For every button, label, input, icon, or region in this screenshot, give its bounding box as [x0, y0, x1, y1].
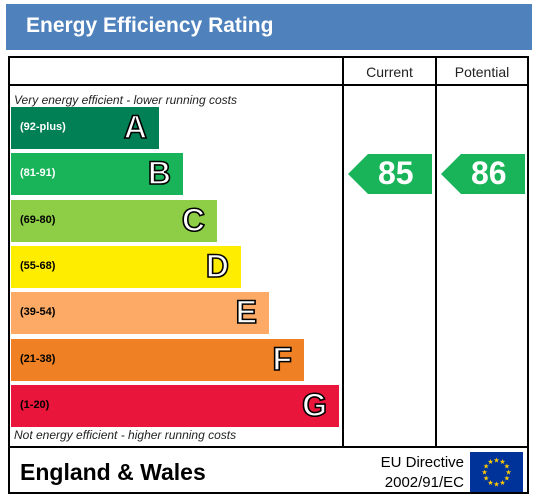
arrow-shape	[348, 154, 432, 195]
arrow-value: 86	[471, 155, 507, 192]
eu-star-icon: ★	[493, 481, 499, 489]
band-letter: D	[205, 247, 230, 285]
arrow-current: 85	[348, 154, 432, 195]
eu-flag-background	[470, 452, 523, 492]
band-a: (92-plus) A	[11, 107, 159, 149]
arrow-shape	[441, 154, 525, 195]
band-letter: F	[272, 340, 293, 378]
column-header-potential: Potential	[454, 64, 510, 80]
eu-star-icon: ★	[483, 463, 489, 471]
arrow-polygon	[441, 154, 525, 195]
eu-star-icon: ★	[487, 479, 493, 487]
eu-flag-icon: ★ ★★★★★★★★★★★	[470, 452, 523, 492]
eu-star-icon: ★	[504, 463, 510, 471]
eu-star-icon: ★	[481, 469, 487, 477]
eu-star-icon: ★	[493, 457, 499, 465]
page-title: Energy Efficiency Rating	[26, 14, 274, 37]
note-inefficient: Not energy efficient - higher running co…	[14, 428, 237, 442]
footer-country: England & Wales	[20, 459, 206, 485]
band-range-label: (39-54)	[20, 306, 56, 319]
column-divider-current	[342, 56, 344, 448]
rating-frame	[8, 56, 529, 494]
band-range-label: (92-plus)	[20, 121, 66, 133]
band-f: (21-38) F	[11, 338, 304, 381]
band-range-label: (69-80)	[20, 213, 56, 226]
header-bar: Energy Efficiency Rating	[6, 4, 532, 50]
band-e: (39-54) E	[11, 292, 269, 335]
band-range-label: (1-20)	[20, 398, 50, 411]
eu-star-icon: ★	[499, 458, 505, 466]
eu-star-icon: ★	[487, 458, 493, 466]
band-d: (55-68) D	[11, 245, 241, 288]
eu-star-icon: ★	[499, 479, 505, 487]
footer-directive: EU Directive 2002/91/EC	[368, 453, 464, 493]
band-letter: A	[123, 108, 148, 146]
directive-line-2: 2002/91/EC	[384, 474, 464, 491]
band-letter: E	[235, 293, 258, 331]
band-g: (1-20) G	[11, 384, 339, 427]
header-row-divider	[8, 84, 529, 86]
band-range-label: (21-38)	[20, 352, 56, 365]
note-efficient: Very energy efficient - lower running co…	[14, 93, 237, 107]
column-header-current: Current	[366, 64, 413, 80]
arrow-value: 85	[378, 155, 414, 192]
band-c: (69-80) C	[11, 199, 217, 242]
band-range-label: (81-91)	[20, 167, 56, 180]
arrow-polygon	[348, 154, 432, 195]
band-letter: C	[181, 201, 206, 239]
eu-star-icon: ★	[483, 475, 489, 483]
eu-star-icon: ★	[504, 475, 510, 483]
arrow-potential: 86	[441, 154, 525, 195]
band-range-label: (55-68)	[20, 259, 56, 272]
directive-line-1: EU Directive	[380, 454, 464, 471]
band-letter: G	[301, 386, 327, 424]
eu-star-icon: ★	[505, 469, 511, 477]
column-divider-potential	[435, 56, 437, 448]
footer-divider	[8, 446, 529, 448]
band-b: (81-91) B	[11, 153, 183, 196]
band-letter: B	[147, 154, 172, 192]
